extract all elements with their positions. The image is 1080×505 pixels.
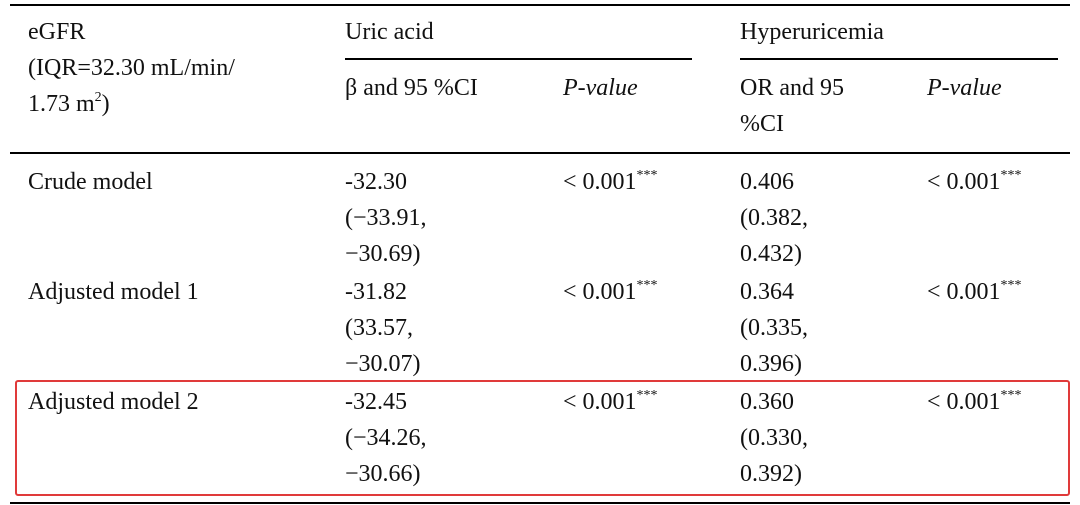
group-header: Uric acid — [345, 19, 434, 45]
estimate-line: −30.07) — [345, 351, 421, 377]
p-value-cell: < 0.001*** — [563, 384, 658, 420]
row-label: Adjusted model 1 — [28, 279, 199, 305]
header-line: eGFR — [28, 19, 86, 45]
p-value: < 0.001 — [927, 389, 1001, 415]
header-text: 1.73 m — [28, 91, 95, 117]
estimate-line: 0.364 — [740, 279, 794, 305]
estimate-cell: 0.406 (0.382, 0.432) — [740, 164, 808, 272]
estimate-line: 0.360 — [740, 389, 794, 415]
significance: *** — [1000, 388, 1022, 403]
highlight-box — [15, 380, 1070, 496]
estimate-cell: 0.360 (0.330, 0.392) — [740, 384, 808, 492]
header-line: 1.73 m2) — [28, 86, 235, 122]
p-value: < 0.001 — [563, 279, 637, 305]
estimate-line: -31.82 — [345, 279, 407, 305]
header-text: ) — [101, 91, 110, 117]
estimate-line: -32.30 — [345, 169, 407, 195]
row-label: Adjusted model 2 — [28, 389, 199, 415]
estimate-cell: 0.364 (0.335, 0.396) — [740, 274, 808, 382]
estimate-line: (0.335, — [740, 315, 808, 341]
p-value-cell: < 0.001*** — [927, 164, 1022, 200]
significance: *** — [1000, 168, 1022, 183]
estimate-line: -32.45 — [345, 389, 407, 415]
estimate-line: (0.382, — [740, 205, 808, 231]
estimate-line: 0.406 — [740, 169, 794, 195]
row-label: Crude model — [28, 169, 153, 195]
p-value-cell: < 0.001*** — [563, 274, 658, 310]
header-rule — [10, 152, 1070, 154]
estimate-line: −30.66) — [345, 461, 421, 487]
estimate-cell: -32.30 (−33.91, −30.69) — [345, 164, 427, 272]
estimate-line: (0.330, — [740, 425, 808, 451]
row-header: eGFR (IQR=32.30 mL/min/ 1.73 m2) — [28, 14, 235, 122]
bottom-rule — [10, 502, 1070, 504]
p-value-cell: < 0.001*** — [927, 274, 1022, 310]
header-line: (IQR=32.30 mL/min/ — [28, 55, 235, 81]
significance: *** — [636, 388, 658, 403]
column-header: OR and 95 %CI — [740, 75, 844, 137]
estimate-line: (−33.91, — [345, 205, 427, 231]
p-value-cell: < 0.001*** — [927, 384, 1022, 420]
p-value: < 0.001 — [927, 279, 1001, 305]
estimate-line: (33.57, — [345, 315, 413, 341]
significance: *** — [636, 168, 658, 183]
p-value-cell: < 0.001*** — [563, 164, 658, 200]
column-header: β and 95 %CI — [345, 75, 478, 101]
significance: *** — [636, 278, 658, 293]
p-value: < 0.001 — [563, 389, 637, 415]
estimate-line: 0.396) — [740, 351, 802, 377]
column-header: P-value — [927, 75, 1002, 101]
estimate-cell: -32.45 (−34.26, −30.66) — [345, 384, 427, 492]
p-value: < 0.001 — [927, 169, 1001, 195]
column-header: P-value — [563, 75, 638, 101]
estimate-line: 0.392) — [740, 461, 802, 487]
significance: *** — [1000, 278, 1022, 293]
estimate-cell: -31.82 (33.57, −30.07) — [345, 274, 421, 382]
estimate-line: 0.432) — [740, 241, 802, 267]
estimate-line: (−34.26, — [345, 425, 427, 451]
p-value: < 0.001 — [563, 169, 637, 195]
estimate-line: −30.69) — [345, 241, 421, 267]
group-header: Hyperuricemia — [740, 19, 884, 45]
group-rule — [740, 58, 1058, 60]
top-rule — [10, 4, 1070, 6]
superscript: 2 — [94, 90, 102, 105]
group-rule — [345, 58, 692, 60]
